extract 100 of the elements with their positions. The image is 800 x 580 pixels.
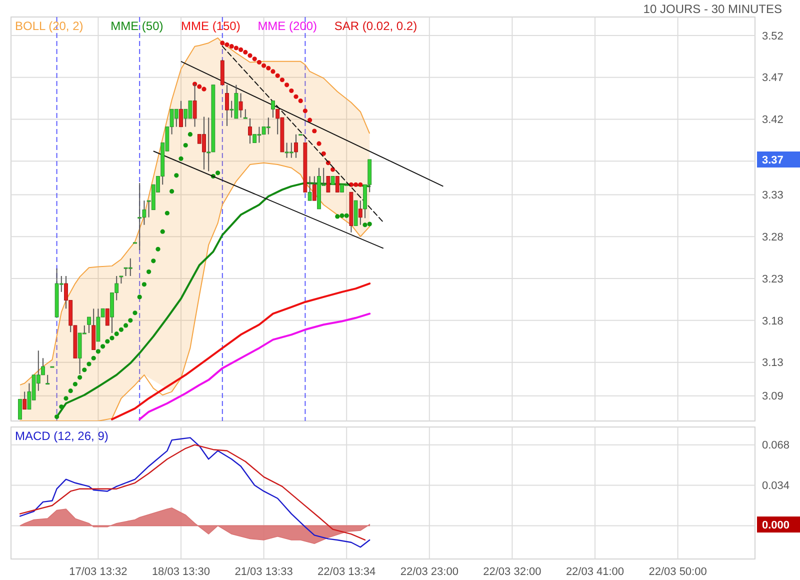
point (202, 86, 206, 92)
y-tick-label: 3.28 (762, 231, 784, 244)
x-tick-label: 17/03 13:32 (69, 566, 128, 578)
point (82, 368, 87, 372)
y-tick-label: 3.13 (762, 357, 784, 370)
point (91, 356, 96, 360)
text: 0.000 (762, 519, 790, 532)
candlestick (46, 374, 50, 385)
point (220, 40, 225, 46)
candlestick (179, 100, 183, 128)
y-tick-label: 0.034 (762, 480, 790, 492)
point (270, 69, 276, 74)
x-tick-label: 22/03 23:00 (400, 566, 458, 578)
point (197, 84, 202, 89)
point (54, 414, 60, 420)
y-tick-label: 3.18 (762, 315, 784, 328)
point (183, 142, 188, 148)
candlestick (243, 108, 248, 119)
candlestick (308, 176, 312, 202)
point (252, 56, 257, 62)
text: MACD (12, 26, 9) (15, 429, 108, 443)
point (321, 151, 326, 156)
point (142, 282, 146, 287)
point (132, 310, 138, 316)
point (59, 404, 64, 410)
point (294, 94, 298, 99)
candlestick (138, 182, 142, 251)
candlestick (105, 308, 110, 326)
line-series (56, 182, 371, 418)
y-tick-label: 3.47 (762, 72, 784, 84)
point (64, 396, 68, 401)
candlestick (238, 92, 243, 118)
point (128, 318, 133, 323)
candlestick (312, 176, 316, 202)
point (174, 173, 179, 178)
candlestick (192, 84, 197, 128)
line-series (111, 282, 371, 420)
point (354, 182, 358, 187)
point (335, 214, 340, 219)
point (367, 222, 372, 226)
point (164, 210, 170, 216)
candlestick (225, 84, 229, 126)
x-tick-label: 22/03 50:00 (648, 566, 707, 578)
x-tick-label: 22/03 32:00 (483, 566, 542, 578)
point (146, 270, 152, 274)
point (156, 246, 160, 252)
point (72, 382, 78, 386)
point (178, 156, 184, 161)
point (170, 189, 174, 194)
point (229, 44, 234, 49)
y-tick-label: 3.09 (762, 390, 784, 403)
line-series (20, 162, 370, 421)
candlestick (326, 176, 330, 193)
point (238, 47, 244, 52)
chart-subtitle: 10 JOURS - 30 MINUTES (643, 2, 782, 16)
candlestick (335, 176, 340, 193)
text: SAR (0.02, 0.2) (334, 19, 418, 33)
point (248, 53, 252, 58)
point (362, 222, 368, 228)
y-tick-label: 3.42 (762, 114, 784, 126)
point (100, 344, 106, 349)
point (312, 128, 317, 134)
candlestick (128, 258, 132, 276)
point (243, 50, 248, 55)
point (124, 323, 128, 328)
point (358, 182, 363, 187)
point (340, 213, 344, 218)
x-tick-label: 18/03 13:30 (152, 566, 210, 578)
y-tick-label: 0.068 (762, 440, 790, 452)
y-tick-label: 3.23 (762, 273, 784, 286)
x-tick-label: 21/03 13:33 (234, 566, 293, 578)
point (224, 42, 230, 47)
point (316, 141, 322, 146)
point (262, 63, 266, 68)
line-series (138, 312, 371, 420)
point (266, 66, 271, 70)
candlestick (266, 117, 270, 135)
text: BOLL (20, 2) (15, 19, 84, 33)
point (308, 118, 312, 122)
candlestick (271, 100, 275, 118)
text: MME (200) (258, 19, 318, 33)
point (151, 258, 156, 264)
point (302, 108, 308, 114)
point (188, 132, 192, 137)
y-tick-label: 3.52 (762, 30, 784, 42)
candlestick (294, 134, 298, 158)
candlestick (18, 398, 22, 420)
point (114, 332, 119, 336)
text: MME (150) (181, 19, 240, 33)
text: 3.37 (762, 154, 784, 166)
y-tick-label: 3.33 (762, 190, 784, 202)
point (284, 82, 290, 88)
candlestick (248, 118, 252, 144)
point (298, 98, 303, 104)
candlestick (87, 316, 91, 334)
point (275, 73, 280, 78)
point (160, 229, 165, 234)
point (216, 170, 220, 176)
x-tick-label: 22/03 13:34 (318, 566, 376, 578)
point (96, 349, 100, 354)
